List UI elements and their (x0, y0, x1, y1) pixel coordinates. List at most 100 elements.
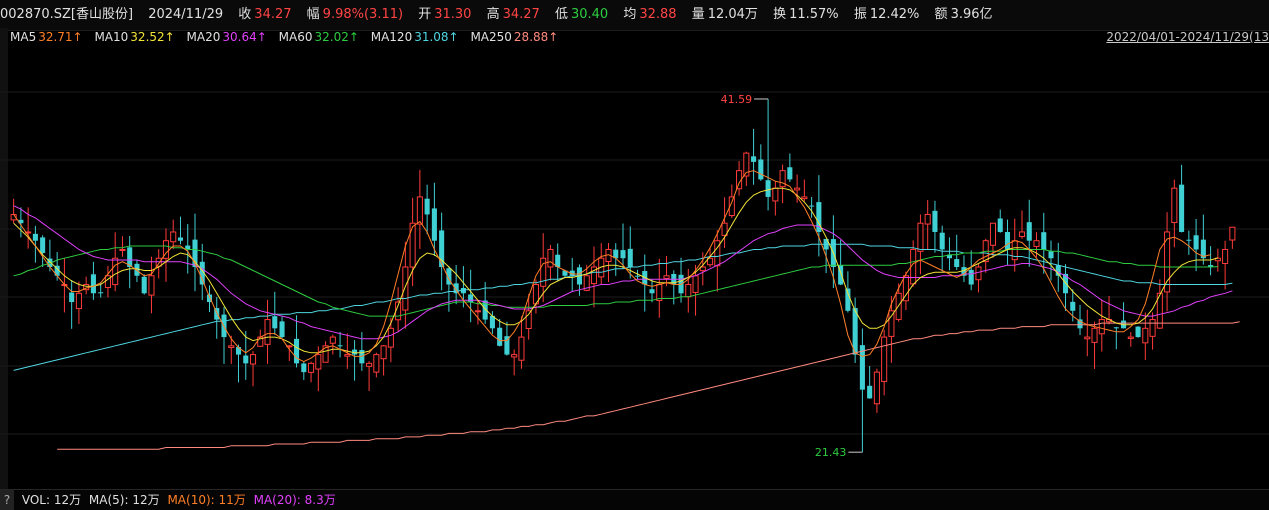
candle-body (1055, 265, 1061, 276)
ma5-label[interactable]: MA5 (10, 30, 37, 44)
candle (489, 311, 495, 334)
candle (569, 257, 575, 292)
candle (1208, 246, 1214, 276)
candle (801, 179, 808, 202)
candle (119, 236, 126, 257)
ma120-label[interactable]: MA120 (370, 30, 413, 44)
candle-body (787, 167, 793, 180)
candle (249, 351, 257, 387)
candle (743, 151, 750, 186)
candle (1127, 331, 1134, 347)
candle (518, 316, 525, 369)
candle-body (1098, 319, 1105, 335)
candle (1113, 326, 1119, 350)
candle-body (997, 218, 1003, 232)
candle (322, 341, 329, 363)
candle-body (206, 294, 213, 303)
candle (562, 269, 568, 278)
candle (671, 270, 677, 305)
candle-body (1127, 336, 1134, 339)
candle (1193, 218, 1199, 272)
candle-body (809, 205, 815, 207)
candle (859, 328, 865, 453)
low-value: 30.40 (570, 7, 609, 22)
candle (366, 361, 373, 392)
candle-body (663, 275, 670, 279)
candle-body (148, 275, 155, 296)
candle-body (446, 268, 452, 285)
ma10-label[interactable]: MA10 (94, 30, 129, 44)
candle-body (366, 362, 373, 367)
candle (1011, 218, 1018, 272)
ma20-label[interactable]: MA20 (186, 30, 221, 44)
candle (902, 271, 909, 310)
candle (765, 98, 771, 211)
candle (315, 346, 322, 392)
candle-body (155, 257, 162, 267)
candle-body (721, 222, 728, 236)
candle-body (141, 276, 147, 294)
vol-ma10-value: MA(10): 11万 (167, 493, 246, 507)
candles-group (10, 98, 1236, 453)
candle (1156, 279, 1163, 329)
candle-body (199, 261, 205, 285)
candle (127, 236, 133, 289)
min-price-label: 21.43 (815, 446, 847, 459)
candle (1171, 179, 1178, 248)
candle (1214, 248, 1221, 272)
candle-body (569, 270, 575, 276)
candle (468, 269, 474, 323)
candle-body (134, 263, 140, 276)
candle-body (989, 222, 997, 246)
candle (1041, 212, 1047, 274)
candle (431, 182, 437, 256)
candle-body (1113, 327, 1119, 329)
candle-body (380, 345, 387, 360)
candle-body (489, 315, 495, 329)
help-icon[interactable]: ? (0, 490, 14, 510)
candle (1149, 312, 1156, 350)
max-price-label: 41.59 (721, 93, 753, 106)
candle (177, 216, 184, 245)
candle (772, 181, 779, 216)
candle (199, 243, 205, 301)
left-toolbar-strip[interactable] (0, 28, 8, 509)
candle (1048, 240, 1054, 281)
candle-body (192, 239, 198, 267)
candle (141, 274, 147, 295)
candle (540, 233, 547, 303)
candle-body (185, 245, 191, 250)
candle (946, 237, 952, 271)
candle (954, 234, 960, 271)
candle-body (1193, 235, 1199, 250)
candle-body (1156, 292, 1163, 329)
candle-body (888, 310, 895, 337)
ma60-label[interactable]: MA60 (278, 30, 313, 44)
candle-body (214, 308, 220, 320)
candle-body (627, 248, 633, 267)
candle-body (1222, 248, 1229, 265)
candle (975, 264, 982, 293)
candle-body (743, 152, 750, 177)
avg-label: 均 (623, 7, 637, 22)
candle (148, 256, 155, 314)
candle-body (902, 275, 909, 302)
candle-body (765, 180, 771, 197)
candle (1179, 164, 1185, 233)
candle (337, 331, 343, 358)
candle-body (474, 310, 481, 313)
candle-body (932, 210, 938, 232)
date-range[interactable]: 2022/04/01-2024/11/29(13 (1106, 30, 1269, 44)
ma20-value: 30.64↑ (222, 30, 267, 44)
candle (787, 153, 793, 183)
candle-body (547, 248, 554, 268)
candle-body (47, 258, 53, 267)
ma250-label[interactable]: MA250 (470, 30, 512, 44)
candle (576, 264, 583, 296)
close-value: 34.27 (254, 7, 292, 22)
candle-body (518, 336, 525, 361)
candle-body (562, 270, 568, 276)
stock-code[interactable]: 002870.SZ[香山股份] (0, 7, 134, 22)
candle (373, 352, 380, 378)
